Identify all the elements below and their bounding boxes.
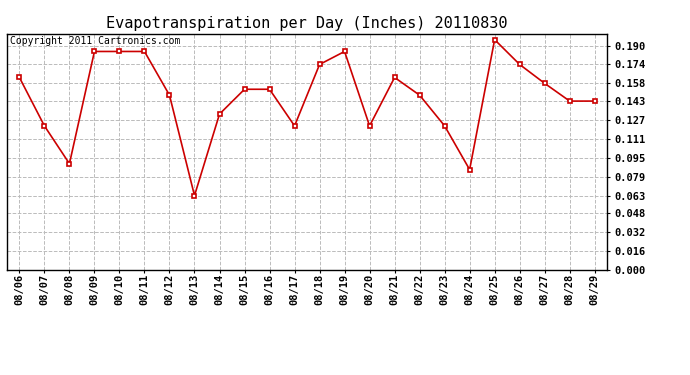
- Text: Copyright 2011 Cartronics.com: Copyright 2011 Cartronics.com: [10, 36, 180, 46]
- Title: Evapotranspiration per Day (Inches) 20110830: Evapotranspiration per Day (Inches) 2011…: [106, 16, 508, 31]
